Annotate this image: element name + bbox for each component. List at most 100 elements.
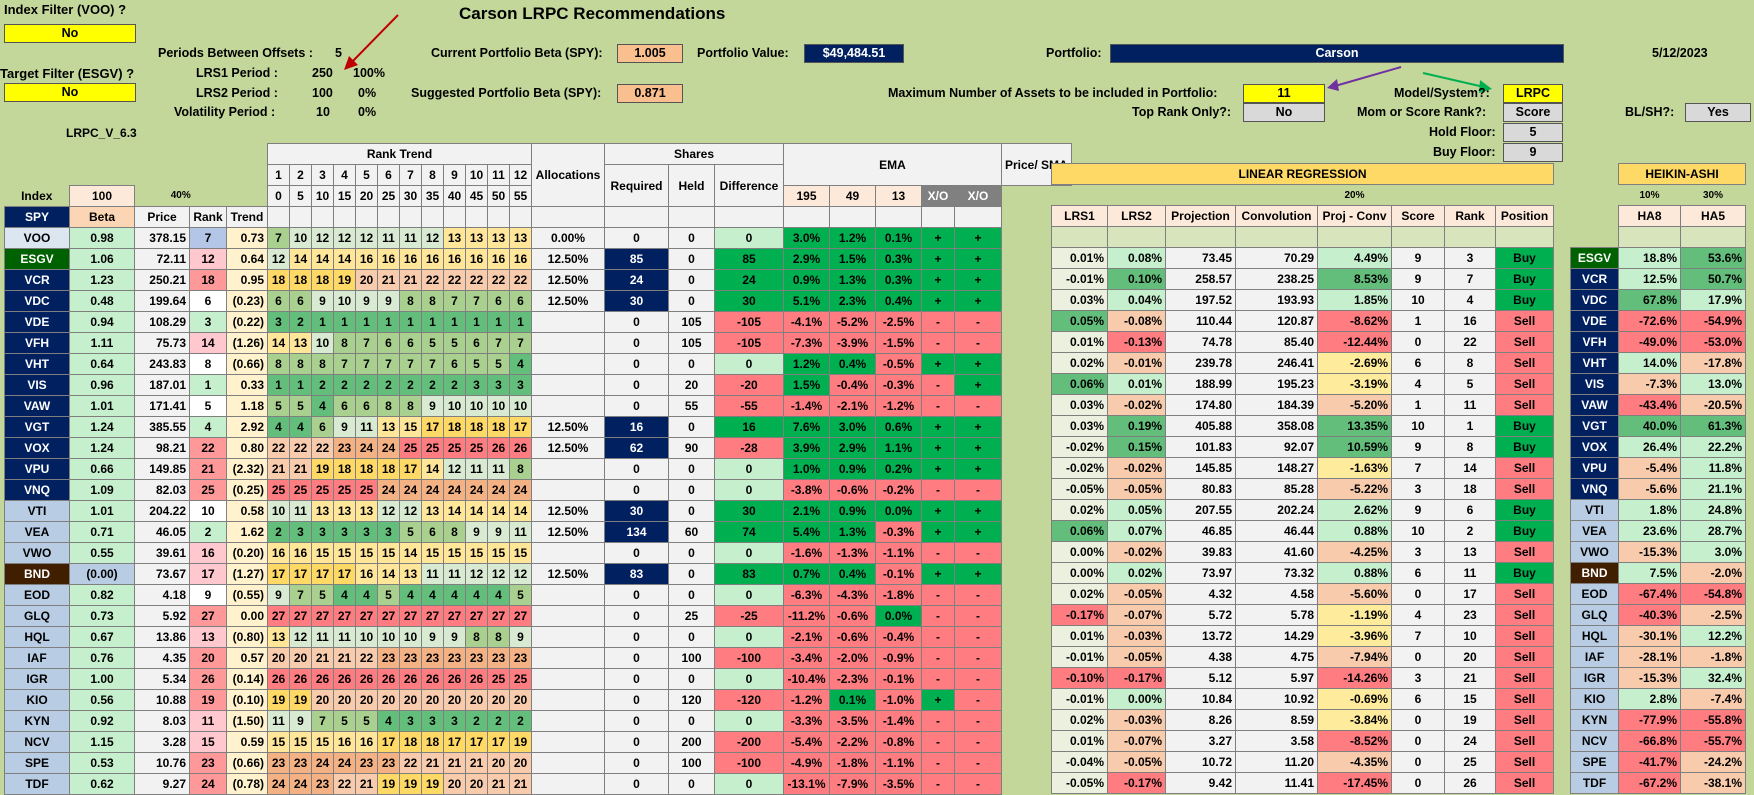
proj-conv-cell: -8.52%	[1317, 730, 1392, 752]
rank-trend-cell: 18	[289, 269, 312, 291]
ticker-cell: IGR	[1570, 667, 1619, 689]
ha5-cell: -7.4%	[1680, 688, 1746, 710]
top-rank-value[interactable]: No	[1243, 103, 1325, 122]
ema-cell: 3.0%	[829, 416, 876, 438]
table-row: 0.03% 0.04% 197.52 193.93 1.85% 10 4 Buy	[1051, 289, 1554, 311]
rank-trend-cell: 26	[421, 668, 444, 690]
ha8-cell: 12.5%	[1618, 268, 1681, 290]
model-label: Model/System?:	[1394, 86, 1490, 100]
lrs2-cell: -0.13%	[1107, 331, 1166, 353]
rank-trend-cell: 7	[399, 353, 422, 375]
difference-cell: -100	[714, 647, 784, 669]
table-row: VWO 0.55 39.61 16 (0.20) 16 16 15 15 15 15 14 15 15 15…	[4, 542, 1072, 564]
allocation-cell: 0.00%	[531, 227, 605, 249]
blank-cell	[921, 206, 955, 228]
ha5-cell: 22.2%	[1680, 436, 1746, 458]
rank-trend-cell: 8	[487, 626, 510, 648]
table-row: 0.03% -0.02% 174.80 184.39 -5.20% 1 11 Sell	[1051, 394, 1554, 416]
trend-cell: 0.00	[226, 605, 268, 627]
projection-cell: 5.12	[1165, 667, 1236, 689]
rank-trend-cell: 7	[333, 353, 356, 375]
price-sma-cell: +	[954, 227, 1002, 249]
rank-trend-cell: 13	[355, 500, 378, 522]
lrs1-cell: 0.02%	[1051, 499, 1108, 521]
portfolio-select[interactable]: Carson	[1110, 44, 1564, 63]
rank2-cell: 3	[1444, 247, 1496, 269]
rank-trend-period: 1	[267, 164, 290, 186]
ema-cell: -0.2%	[875, 479, 922, 501]
difference-cell: 0	[714, 353, 784, 375]
price-cell: 108.29	[134, 311, 190, 333]
convolution-cell: 41.60	[1235, 541, 1318, 563]
required-cell: 0	[604, 647, 669, 669]
price-sma-cell: -	[954, 752, 1002, 774]
rank-trend-cell: 12	[487, 563, 510, 585]
target-filter-value[interactable]: No	[4, 83, 136, 102]
ticker-cell: VNQ	[1570, 478, 1619, 500]
convolution-cell: 73.32	[1235, 562, 1318, 584]
rank-trend-cell: 24	[377, 479, 400, 501]
price-cell: 204.22	[134, 500, 190, 522]
score-cell: 3	[1391, 667, 1445, 689]
lrs2-cell: 0.04%	[1107, 289, 1166, 311]
rank-trend-cell: 11	[487, 458, 510, 480]
allocation-cell	[531, 752, 605, 774]
difference-cell: 0	[714, 626, 784, 648]
hold-floor-value[interactable]: 5	[1503, 123, 1563, 142]
rank-trend-cell: 22	[465, 269, 488, 291]
ticker-cell: VHT	[1570, 352, 1619, 374]
ha8-cell: 26.4%	[1618, 436, 1681, 458]
mom-score-value[interactable]: Score	[1503, 103, 1563, 122]
rank-cell: 7	[189, 227, 227, 249]
xo2-header: X/O	[954, 185, 1002, 207]
rank2-header: Rank	[1444, 205, 1496, 227]
convolution-cell: 358.08	[1235, 415, 1318, 437]
max-assets-value[interactable]: 11	[1243, 84, 1325, 103]
rank-trend-cell: 9	[443, 626, 466, 648]
ticker-cell: VWO	[1570, 541, 1619, 563]
position-cell: Sell	[1495, 646, 1554, 668]
lrs1-cell: 0.05%	[1051, 310, 1108, 332]
ticker-cell: VTI	[4, 500, 70, 522]
required-cell: 62	[604, 437, 669, 459]
rank-cell: 5	[189, 395, 227, 417]
xo-header: X/O	[921, 185, 955, 207]
rank-trend-cell: 13	[333, 500, 356, 522]
rank-trend-cell: 5	[487, 353, 510, 375]
projection-cell: 4.38	[1165, 646, 1236, 668]
held-cell: 0	[668, 290, 715, 312]
xo-cell: -	[921, 332, 955, 354]
trend-cell: (0.55)	[226, 584, 268, 606]
xo-cell: -	[921, 479, 955, 501]
buy-floor-value[interactable]: 9	[1503, 143, 1563, 162]
rank-trend-cell: 10	[487, 395, 510, 417]
difference-cell: -120	[714, 689, 784, 711]
ticker-cell: KIO	[1570, 688, 1619, 710]
rank-trend-cell: 10	[355, 626, 378, 648]
rank-trend-cell: 25	[289, 479, 312, 501]
rank-header: Rank	[189, 206, 227, 228]
rank-trend-cell: 27	[333, 605, 356, 627]
rank-trend-cell: 14	[267, 332, 290, 354]
blsh-value[interactable]: Yes	[1685, 103, 1751, 122]
rank-trend-cell: 20	[355, 689, 378, 711]
position-cell: Buy	[1495, 289, 1554, 311]
table-row: 0.05% -0.08% 110.44 120.87 -8.62% 1 16 Sell	[1051, 310, 1554, 332]
price-sma-cell: -	[954, 710, 1002, 732]
rank-trend-period: 12	[509, 164, 532, 186]
rank-cell: 21	[189, 458, 227, 480]
rank-trend-cell: 13	[487, 227, 510, 249]
score-cell: 0	[1391, 331, 1445, 353]
index-filter-value[interactable]: No	[4, 24, 136, 43]
required-cell: 0	[604, 227, 669, 249]
lrs2-cell: 0.00%	[1107, 688, 1166, 710]
trend-cell: 0.33	[226, 374, 268, 396]
rank-trend-cell: 20	[487, 752, 510, 774]
rank-trend-cell: 15	[487, 542, 510, 564]
model-value[interactable]: LRPC	[1503, 84, 1563, 103]
convolution-cell: 14.29	[1235, 625, 1318, 647]
ema-period-header: 195	[783, 185, 830, 207]
lrs2-pct: 0%	[358, 86, 377, 100]
rank-trend-cell: 3	[443, 710, 466, 732]
beta-cell: 1.24	[69, 416, 135, 438]
